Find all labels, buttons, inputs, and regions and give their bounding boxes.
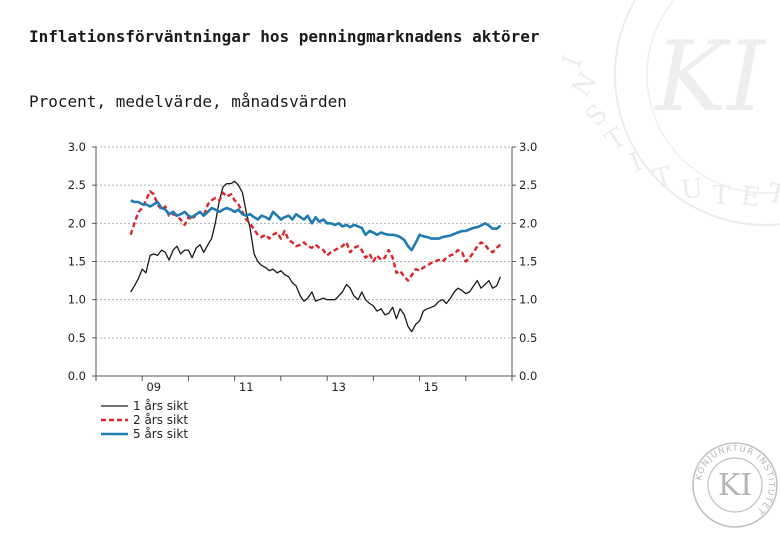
- y-tick-label-right: 3.0: [519, 140, 537, 154]
- series-lines: [129, 180, 502, 333]
- y-tick-label-left: 0.0: [68, 369, 86, 383]
- ki-logo: KONJUNKTUR INSTITUTET KI: [692, 442, 778, 528]
- series-line-3: [130, 199, 502, 252]
- y-tick-label-right: 1.0: [519, 293, 537, 307]
- svg-text:KI: KI: [653, 21, 767, 133]
- page-title: Inflationsförväntningar hos penningmarkn…: [29, 27, 540, 46]
- chart-axes: [92, 146, 516, 381]
- svg-text:I: I: [560, 52, 589, 72]
- y-tick-label-right: 0.5: [519, 331, 537, 345]
- svg-text:U: U: [680, 174, 705, 206]
- y-tick-label-right: 1.5: [519, 255, 537, 269]
- x-axis-ticks: 09 11 13 15: [146, 380, 438, 394]
- legend-label-1: 1 års sikt: [133, 399, 188, 413]
- y-tick-label-left: 0.5: [68, 331, 86, 345]
- svg-text:T: T: [712, 181, 731, 212]
- svg-text:E: E: [739, 181, 762, 213]
- y-tick-label-right: 0.0: [519, 369, 537, 383]
- y-tick-label-left: 1.0: [68, 293, 86, 307]
- x-tick-label: 11: [239, 380, 254, 394]
- y-axis-left-ticks: 0.0 0.5 1.0 1.5 2.0 2.5 3.0: [68, 140, 86, 383]
- grid-lines: [96, 146, 512, 339]
- legend-label-2: 2 års sikt: [133, 413, 188, 427]
- x-tick-label: 13: [331, 380, 346, 394]
- series-line-2: [129, 190, 502, 282]
- svg-text:T: T: [765, 178, 780, 211]
- ki-watermark-seal: I N S T I T U T E T KI: [560, 0, 780, 226]
- y-tick-label-left: 1.5: [68, 255, 86, 269]
- y-tick-label-left: 2.0: [68, 216, 86, 230]
- legend-label-3: 5 års sikt: [133, 427, 188, 441]
- x-tick-label: 15: [424, 380, 439, 394]
- chart-subtitle: Procent, medelvärde, månadsvärden: [29, 92, 347, 111]
- x-tick-label: 09: [146, 380, 161, 394]
- y-axis-right-ticks: 0.0 0.5 1.0 1.5 2.0 2.5 3.0: [519, 140, 537, 383]
- y-tick-label-right: 2.0: [519, 216, 537, 230]
- svg-text:T: T: [651, 161, 676, 194]
- y-tick-label-left: 3.0: [68, 140, 86, 154]
- svg-text:N: N: [566, 67, 603, 102]
- y-tick-label-left: 2.5: [68, 178, 86, 192]
- y-tick-label-right: 2.5: [519, 178, 537, 192]
- series-line-1: [130, 180, 502, 333]
- logo-monogram: KI: [718, 468, 752, 503]
